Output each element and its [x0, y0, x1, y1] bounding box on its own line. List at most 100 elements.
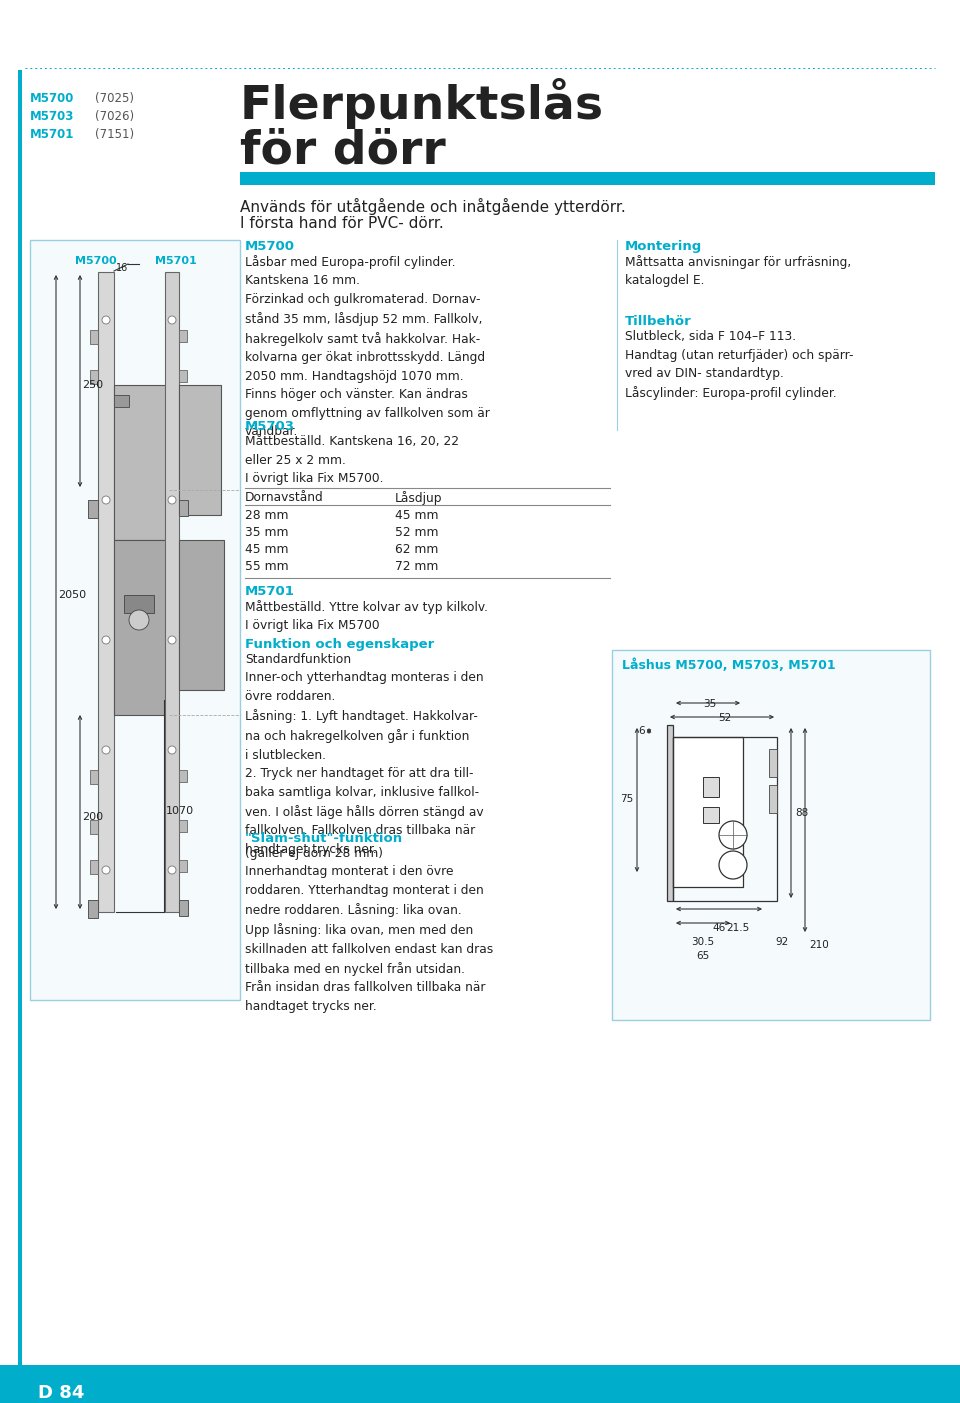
Bar [179, 819, 187, 832]
Bar [667, 725, 673, 901]
Circle shape [168, 636, 176, 644]
Text: D 84: D 84 [38, 1383, 84, 1402]
Text: 35 mm: 35 mm [245, 526, 289, 539]
Text: Slutbleck, sida F 104–F 113.
Handtag (utan returfjäder) och spärr-
vred av DIN- : Slutbleck, sida F 104–F 113. Handtag (ut… [625, 330, 853, 400]
Text: Montering: Montering [625, 240, 703, 253]
Text: (7026): (7026) [95, 109, 134, 123]
Bar [673, 737, 743, 887]
Text: 2050: 2050 [58, 591, 86, 600]
Text: 62 mm: 62 mm [395, 543, 439, 556]
Text: "Slam-shut"-funktion: "Slam-shut"-funktion [245, 832, 403, 845]
Bar [179, 540, 224, 690]
Text: Funktion och egenskaper: Funktion och egenskaper [245, 638, 434, 651]
Bar [114, 396, 129, 407]
Text: 30.5: 30.5 [691, 937, 714, 947]
Circle shape [129, 610, 149, 630]
Bar [769, 786, 777, 812]
Text: 52 mm: 52 mm [395, 526, 439, 539]
Text: 65: 65 [696, 951, 709, 961]
Bar [88, 499, 98, 518]
Circle shape [168, 316, 176, 324]
Bar [98, 272, 114, 912]
Circle shape [168, 497, 176, 504]
Text: Måttbeställd. Kantskena 16, 20, 22
eller 25 x 2 mm.
I övrigt lika Fix M5700.: Måttbeställd. Kantskena 16, 20, 22 eller… [245, 435, 459, 485]
Text: M5703: M5703 [30, 109, 74, 123]
Text: (gäller ej dorn 28 mm)
Innerhandtag monterat i den övre
roddaren. Ytterhandtag m: (gäller ej dorn 28 mm) Innerhandtag mont… [245, 847, 493, 1013]
Text: 6: 6 [638, 725, 645, 737]
Text: 55 mm: 55 mm [245, 560, 289, 572]
Bar [179, 899, 188, 916]
Text: 46: 46 [712, 923, 726, 933]
Bar [240, 173, 935, 185]
Text: för dörr: för dörr [240, 128, 445, 173]
Bar [703, 807, 719, 824]
Bar [30, 240, 240, 1000]
Bar [673, 737, 777, 901]
Text: Måttsatta anvisningar för urfräsning,
katalogdel E.: Måttsatta anvisningar för urfräsning, ka… [625, 255, 852, 288]
Bar [90, 770, 98, 784]
Bar [90, 330, 98, 344]
Text: Måttbeställd. Yttre kolvar av typ kilkolv.
I övrigt lika Fix M5700: Måttbeställd. Yttre kolvar av typ kilkol… [245, 600, 488, 633]
Text: 88: 88 [795, 808, 808, 818]
Bar [769, 749, 777, 777]
Text: M5700: M5700 [30, 93, 74, 105]
Text: (7025): (7025) [95, 93, 134, 105]
Circle shape [102, 497, 110, 504]
Text: M5701: M5701 [155, 255, 197, 267]
Bar [179, 330, 187, 342]
Text: 210: 210 [809, 940, 828, 950]
Text: 35: 35 [704, 699, 716, 709]
Text: Låshus M5700, M5703, M5701: Låshus M5700, M5703, M5701 [622, 658, 835, 672]
Text: Standardfunktion
Inner-och ytterhandtag monteras i den
övre roddaren.
Låsning: 1: Standardfunktion Inner-och ytterhandtag … [245, 652, 484, 856]
Text: Används för utåtgående och inåtgående ytterdörr.: Används för utåtgående och inåtgående yt… [240, 198, 626, 215]
Text: M5703: M5703 [245, 419, 295, 434]
Text: 21.5: 21.5 [727, 923, 750, 933]
Bar [90, 370, 98, 384]
Circle shape [719, 821, 747, 849]
Text: Låsbar med Europa-profil cylinder.
Kantskena 16 mm.
Förzinkad och gulkromaterad.: Låsbar med Europa-profil cylinder. Kants… [245, 255, 490, 439]
Text: 250: 250 [82, 380, 103, 390]
Bar [0, 1365, 960, 1403]
Bar [114, 384, 166, 540]
Text: 72 mm: 72 mm [395, 560, 439, 572]
Text: Flerpunktslås: Flerpunktslås [240, 79, 604, 129]
Circle shape [102, 866, 110, 874]
Text: 16: 16 [116, 262, 129, 274]
Text: M5700: M5700 [75, 255, 116, 267]
Circle shape [719, 852, 747, 880]
Bar [88, 899, 98, 918]
Bar [18, 70, 22, 1365]
Bar [165, 272, 179, 912]
Text: 1070: 1070 [166, 805, 194, 817]
Bar [612, 650, 930, 1020]
Text: M5701: M5701 [30, 128, 74, 140]
Bar [114, 540, 169, 716]
Text: 200: 200 [82, 812, 103, 822]
Text: 75: 75 [620, 794, 633, 804]
Text: Låsdjup: Låsdjup [395, 491, 443, 505]
Bar [179, 370, 187, 382]
Circle shape [168, 746, 176, 753]
Text: 45 mm: 45 mm [395, 509, 439, 522]
Bar [179, 384, 221, 515]
Bar [179, 860, 187, 873]
Circle shape [102, 746, 110, 753]
Text: (7151): (7151) [95, 128, 134, 140]
Text: M5701: M5701 [245, 585, 295, 598]
Bar [90, 860, 98, 874]
Text: I första hand för PVC- dörr.: I första hand för PVC- dörr. [240, 216, 444, 231]
Text: 45 mm: 45 mm [245, 543, 289, 556]
Circle shape [102, 316, 110, 324]
Bar [179, 770, 187, 781]
Bar [703, 777, 719, 797]
Bar [124, 595, 154, 613]
Text: 52: 52 [718, 713, 732, 723]
Bar [179, 499, 188, 516]
Circle shape [168, 866, 176, 874]
Text: 28 mm: 28 mm [245, 509, 289, 522]
Circle shape [102, 636, 110, 644]
Text: 92: 92 [776, 937, 788, 947]
Bar [90, 819, 98, 833]
Text: Dornavstånd: Dornavstånd [245, 491, 324, 504]
Text: M5700: M5700 [245, 240, 295, 253]
